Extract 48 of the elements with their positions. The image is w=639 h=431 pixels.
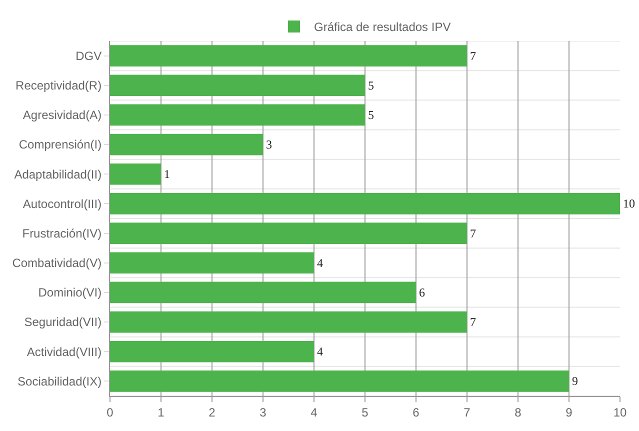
data-label: 9 xyxy=(572,374,578,388)
bar xyxy=(110,370,569,392)
bar xyxy=(110,193,620,214)
bar xyxy=(110,104,365,126)
data-label: 7 xyxy=(470,315,476,330)
y-tick-label: Frustración(IV) xyxy=(22,226,102,240)
y-tick-label: Autocontrol(III) xyxy=(22,196,102,211)
x-tick-label: 10 xyxy=(613,405,627,420)
bar xyxy=(110,134,263,156)
bar xyxy=(110,311,467,333)
x-tick-label: 8 xyxy=(514,405,522,420)
y-tick-label: Sociabilidad(IX) xyxy=(18,374,102,388)
data-label: 3 xyxy=(266,138,272,152)
y-tick-label: Comprensión(I) xyxy=(18,138,102,152)
data-label: 5 xyxy=(368,108,374,122)
data-label: 4 xyxy=(317,256,323,270)
data-label: 7 xyxy=(470,226,476,240)
bar xyxy=(110,222,467,244)
bar xyxy=(110,252,314,274)
y-tick-label: DGV xyxy=(76,48,102,63)
x-tick-label: 7 xyxy=(464,405,471,420)
x-tick-label: 9 xyxy=(566,405,573,420)
data-label: 1 xyxy=(164,167,170,182)
x-tick-label: 5 xyxy=(362,405,369,420)
x-tick-label: 3 xyxy=(260,405,267,420)
data-label: 6 xyxy=(419,285,425,300)
y-tick-label: Combatividad(V) xyxy=(12,256,102,270)
legend-label: Gráfica de resultados IPV xyxy=(314,20,451,34)
data-label: 4 xyxy=(317,344,323,359)
y-tick-label: Receptividad(R) xyxy=(16,78,102,93)
y-tick-label: Actividad(VIII) xyxy=(26,344,102,359)
y-tick-label: Adaptabilidad(II) xyxy=(14,167,102,182)
x-tick-label: 2 xyxy=(208,405,216,420)
x-tick-label: 6 xyxy=(412,405,420,420)
y-tick-label: Dominio(VI) xyxy=(38,286,102,300)
bar xyxy=(110,340,314,362)
data-label: 5 xyxy=(368,78,374,92)
x-tick-label: 1 xyxy=(158,405,165,420)
bar xyxy=(110,163,161,185)
data-label: 10 xyxy=(623,196,635,211)
x-tick-label: 4 xyxy=(310,405,318,420)
bar xyxy=(110,45,467,66)
bar xyxy=(110,282,416,304)
bar xyxy=(110,74,365,96)
data-label: 7 xyxy=(470,48,476,63)
y-tick-label: Seguridad(VII) xyxy=(24,315,102,330)
x-tick-label: 0 xyxy=(106,405,114,420)
y-tick-label: Agresividad(A) xyxy=(22,108,102,122)
